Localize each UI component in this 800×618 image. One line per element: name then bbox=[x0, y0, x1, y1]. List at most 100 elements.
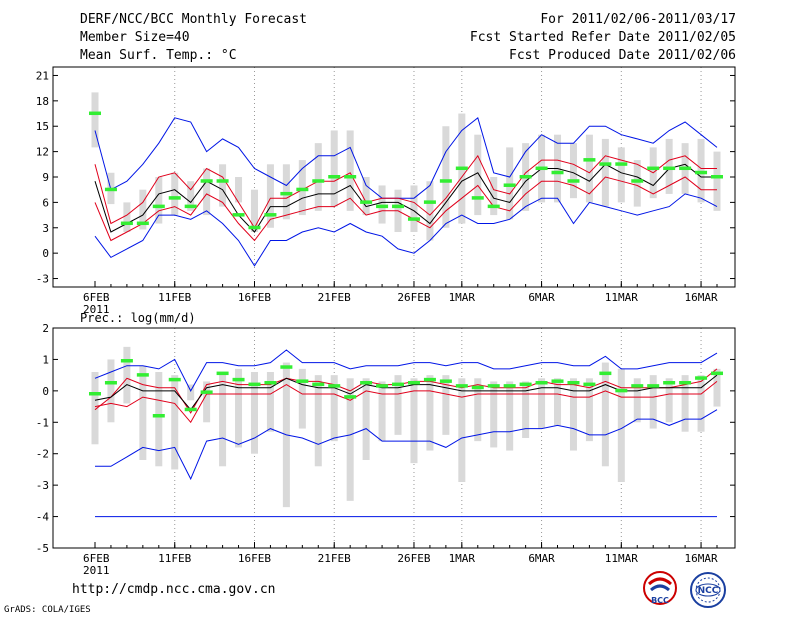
temp-xtick-label-5: 1MAR bbox=[449, 291, 476, 304]
prec-box-40 bbox=[713, 368, 721, 407]
prec-obs-2 bbox=[104, 381, 117, 385]
prec-obs-16 bbox=[328, 384, 341, 388]
source-url-link[interactable]: http://cmdp.ncc.cma.gov.cn bbox=[72, 582, 276, 597]
temp-ytick-label-12: 12 bbox=[36, 146, 49, 159]
variable-label: Mean Surf. Temp.: °C bbox=[80, 48, 237, 63]
temp-box-13 bbox=[282, 164, 290, 220]
prec-obs-35 bbox=[631, 384, 644, 388]
temp-obs-10 bbox=[232, 213, 245, 217]
temp-obs-7 bbox=[184, 204, 197, 209]
prec-obs-20 bbox=[392, 382, 405, 387]
prec-xtick-label-0: 6FEB bbox=[83, 552, 110, 565]
temp-box-25 bbox=[474, 134, 482, 216]
temp-obs-19 bbox=[376, 204, 389, 209]
prec-box-14 bbox=[298, 368, 306, 429]
prec-box-3 bbox=[123, 346, 131, 404]
prec-ytick-label-0: 0 bbox=[42, 385, 49, 398]
prec-box-34 bbox=[617, 368, 625, 482]
temp-box-9 bbox=[219, 164, 227, 207]
prec-ytick-label--5: -5 bbox=[36, 542, 49, 555]
temp-obs-6 bbox=[168, 196, 181, 200]
temp-box-16 bbox=[330, 130, 338, 207]
prec-obs-8 bbox=[200, 390, 213, 394]
prec-obs-38 bbox=[679, 381, 692, 385]
temp-obs-28 bbox=[519, 175, 532, 179]
prec-obs-15 bbox=[312, 382, 325, 387]
prec-obs-18 bbox=[360, 381, 373, 385]
temp-box-7 bbox=[187, 181, 195, 211]
temp-ytick-label-0: 0 bbox=[42, 247, 49, 260]
prec-obs-24 bbox=[455, 384, 468, 388]
temp-box-27 bbox=[506, 147, 514, 220]
prec-box-9 bbox=[219, 372, 227, 467]
temp-xtick-label-6: 6MAR bbox=[528, 291, 555, 304]
prec-lower-line bbox=[94, 381, 718, 424]
prec-obs-34 bbox=[615, 388, 628, 393]
prec-box-18 bbox=[362, 378, 370, 460]
temp-box-4 bbox=[139, 189, 147, 230]
temp-box-37 bbox=[665, 138, 673, 194]
prec-obs-19 bbox=[376, 384, 389, 388]
produced-date-label: Fcst Produced Date 2011/02/06 bbox=[509, 48, 736, 63]
temp-obs-33 bbox=[599, 162, 612, 166]
prec-xtick-label-8: 16MAR bbox=[684, 552, 717, 565]
prec-box-16 bbox=[330, 375, 338, 442]
temp-obs-23 bbox=[439, 179, 452, 183]
prec-ytick-label--4: -4 bbox=[36, 511, 50, 524]
temp-obs-30 bbox=[551, 170, 564, 175]
prec-box-35 bbox=[633, 378, 641, 423]
chart-title: DERF/NCC/BCC Monthly Forecast bbox=[80, 12, 307, 27]
temp-obs-40 bbox=[711, 175, 723, 179]
temp-lower-line bbox=[94, 176, 717, 242]
temp-box-34 bbox=[617, 147, 625, 203]
prec-obs-22 bbox=[423, 377, 436, 382]
prec-box-37 bbox=[665, 378, 673, 423]
prec-box-28 bbox=[522, 381, 530, 438]
temp-ytick-label-21: 21 bbox=[36, 69, 49, 82]
temp-xtick-label-4: 26FEB bbox=[397, 291, 430, 304]
prec-obs-17 bbox=[344, 395, 357, 399]
prec-box-33 bbox=[601, 362, 609, 467]
prec-ytick-label--2: -2 bbox=[36, 448, 49, 461]
temp-obs-1 bbox=[89, 111, 101, 116]
temp-obs-12 bbox=[264, 213, 277, 217]
temp-max-line bbox=[94, 116, 718, 199]
prec-box-2 bbox=[107, 359, 115, 423]
temp-obs-17 bbox=[344, 175, 357, 179]
prec-box-12 bbox=[266, 372, 274, 432]
temp-box-3 bbox=[123, 202, 131, 232]
temp-box-8 bbox=[203, 168, 211, 216]
temp-box-32 bbox=[585, 134, 593, 203]
temp-box-5 bbox=[155, 177, 163, 224]
prec-ytick-label--3: -3 bbox=[36, 479, 49, 492]
prec-ytick-label-1: 1 bbox=[42, 353, 49, 366]
prec-box-25 bbox=[474, 378, 482, 442]
temp-ytick-label--3: -3 bbox=[36, 273, 49, 286]
temp-obs-29 bbox=[535, 166, 548, 171]
started-refer-date-label: Fcst Started Refer Date 2011/02/05 bbox=[469, 30, 736, 45]
prec-xtick-label-5: 1MAR bbox=[449, 552, 476, 565]
prec-xtick-label-2: 16FEB bbox=[238, 552, 271, 565]
prec-xtick-label-7: 11MAR bbox=[605, 552, 638, 565]
temp-obs-22 bbox=[423, 200, 436, 204]
temp-xtick-label-1: 11FEB bbox=[158, 291, 191, 304]
prec-box-26 bbox=[490, 381, 498, 448]
temp-obs-38 bbox=[679, 166, 692, 171]
prec-box-17 bbox=[346, 378, 354, 501]
prec-box-4 bbox=[139, 365, 147, 460]
prec-obs-21 bbox=[407, 381, 420, 385]
temp-obs-8 bbox=[200, 179, 213, 183]
prec-obs-32 bbox=[583, 382, 596, 387]
prec-obs-6 bbox=[168, 377, 181, 382]
temp-obs-26 bbox=[487, 204, 500, 209]
temp-obs-13 bbox=[280, 191, 293, 196]
forecast-period-label: For 2011/02/06-2011/03/17 bbox=[540, 12, 736, 27]
temp-obs-4 bbox=[136, 221, 149, 226]
temp-obs-35 bbox=[631, 179, 644, 183]
prec-box-5 bbox=[155, 372, 163, 467]
temp-obs-34 bbox=[615, 162, 628, 166]
temp-obs-20 bbox=[392, 204, 405, 209]
prec-box-23 bbox=[442, 375, 450, 435]
